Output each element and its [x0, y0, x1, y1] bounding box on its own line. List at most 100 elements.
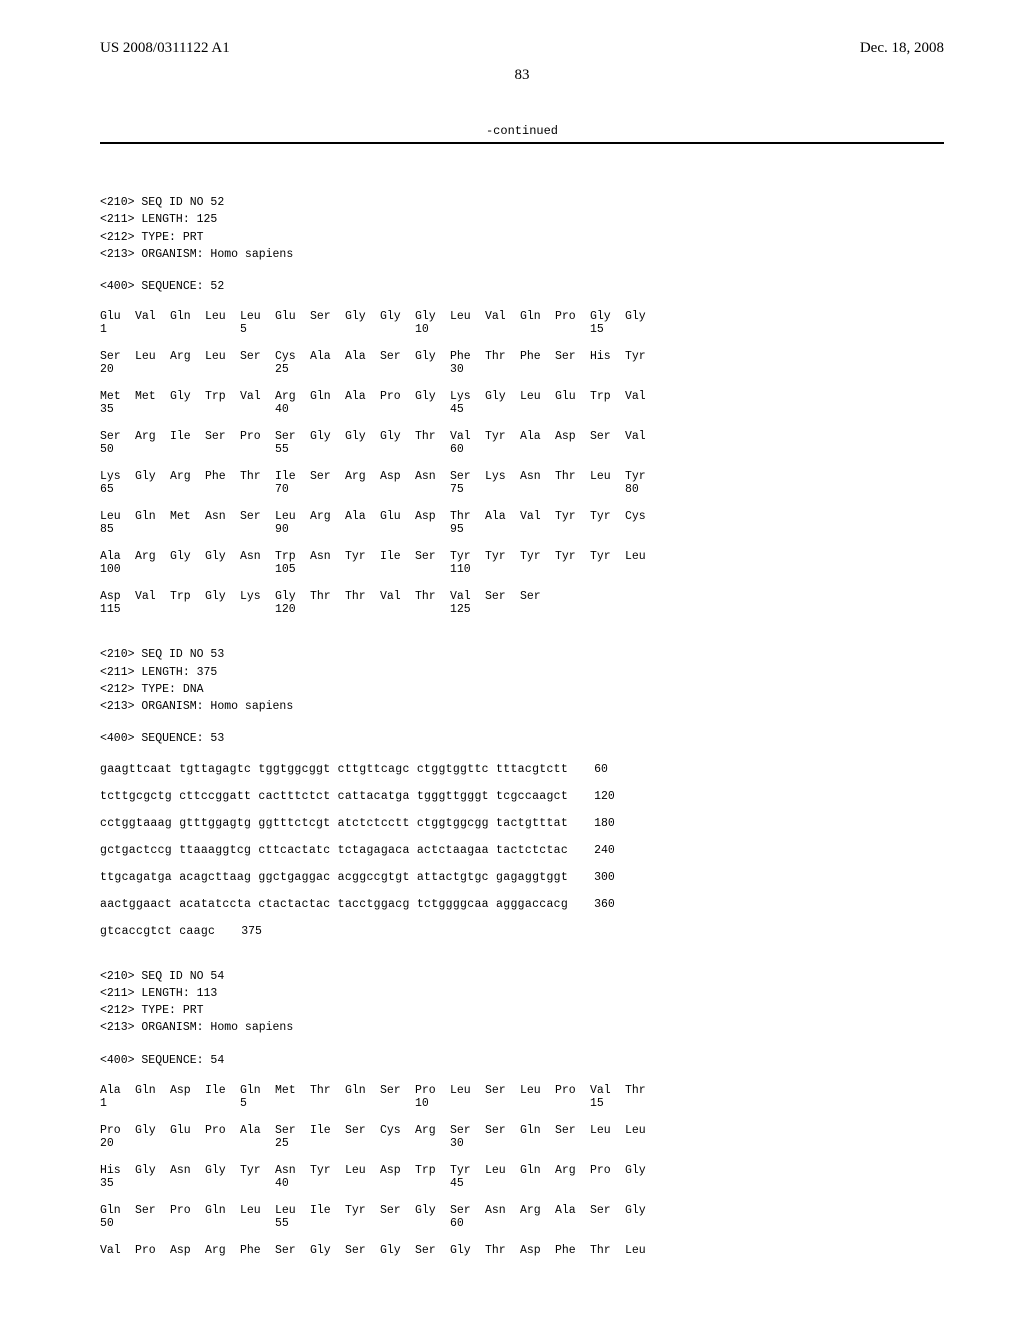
aa-row: AlaGlnAspIleGlnMetThrGlnSerProLeuSerLeuP… [100, 1084, 944, 1097]
aa-cell: Ser [450, 1124, 481, 1137]
aa-cell: Val [450, 430, 481, 443]
aa-cell: Cys [625, 510, 656, 523]
pos-row: 202530 [100, 363, 944, 376]
aa-cell [590, 590, 621, 603]
pos-cell [555, 563, 586, 576]
pos-cell [555, 523, 586, 536]
aa-cell: Leu [100, 510, 131, 523]
aa-cell: Glu [380, 510, 411, 523]
pos-cell [555, 363, 586, 376]
aa-cell: Thr [625, 1084, 656, 1097]
pos-cell: 1 [100, 1097, 131, 1110]
pos-cell: 70 [275, 483, 306, 496]
pos-cell [590, 1137, 621, 1150]
pos-cell: 10 [415, 1097, 446, 1110]
pos-cell [170, 563, 201, 576]
pos-cell [345, 363, 376, 376]
pos-cell [625, 603, 656, 616]
dna-seq: gaagttcaat tgttagagtc tggtggcggt cttgttc… [100, 763, 568, 776]
pos-cell [415, 1177, 446, 1190]
dna-seq: gtcaccgtct caagc [100, 925, 215, 938]
pos-cell [310, 563, 341, 576]
aa-cell: Val [240, 390, 271, 403]
pos-cell [170, 1217, 201, 1230]
pos-cell [310, 1097, 341, 1110]
aa-cell: Thr [310, 590, 341, 603]
aa-cell: Gly [485, 390, 516, 403]
pos-cell: 5 [240, 323, 271, 336]
aa-cell: Thr [485, 350, 516, 363]
pos-cell [240, 483, 271, 496]
aa-cell: Gly [590, 310, 621, 323]
pos-cell [310, 1137, 341, 1150]
pos-cell [310, 1217, 341, 1230]
aa-cell: His [100, 1164, 131, 1177]
aa-cell: Phe [450, 350, 481, 363]
pos-cell: 110 [450, 563, 481, 576]
pos-cell [205, 603, 236, 616]
dna-pos: 360 [594, 898, 615, 911]
aa-row: ProGlyGluProAlaSerIleSerCysArgSerSerGlnS… [100, 1124, 944, 1137]
pos-row: 100 105 110 [100, 563, 944, 576]
pos-cell [485, 443, 516, 456]
aa-cell: Thr [485, 1244, 516, 1257]
pos-cell [450, 1097, 481, 1110]
pos-cell [520, 1217, 551, 1230]
pos-cell [135, 483, 166, 496]
aa-cell: Gly [380, 310, 411, 323]
dna-row: tcttgcgctg cttccggatt cactttctct cattaca… [100, 790, 944, 803]
aa-row: SerArgIleSerProSerGlyGlyGlyThrValTyrAlaA… [100, 430, 944, 443]
aa-cell: Gln [135, 1084, 166, 1097]
pos-cell [205, 443, 236, 456]
aa-cell: Thr [415, 590, 446, 603]
aa-cell: Tyr [590, 550, 621, 563]
aa-cell: Leu [520, 1084, 551, 1097]
aa-cell: Ser [310, 470, 341, 483]
pos-cell [310, 323, 341, 336]
pos-cell [135, 523, 166, 536]
pos-row: 151015 [100, 1097, 944, 1110]
pos-cell [310, 523, 341, 536]
seq-header-52: <210> SEQ ID NO 52 <211> LENGTH: 125 <21… [100, 194, 944, 263]
pos-cell [450, 323, 481, 336]
aa-cell: Leu [240, 310, 271, 323]
aa-cell: Pro [205, 1124, 236, 1137]
aa-cell: Ser [415, 550, 446, 563]
aa-cell: Ser [275, 1244, 306, 1257]
pos-cell: 65 [100, 483, 131, 496]
pos-cell: 100 [100, 563, 131, 576]
aa-cell: Asp [380, 1164, 411, 1177]
aa-cell: Ser [240, 510, 271, 523]
aa-cell: Cys [380, 1124, 411, 1137]
aa-cell: Asn [170, 1164, 201, 1177]
pos-cell [205, 1137, 236, 1150]
aa-cell: Leu [625, 1244, 656, 1257]
aa-cell: Arg [310, 510, 341, 523]
aa-cell: Asp [415, 510, 446, 523]
pos-cell [345, 483, 376, 496]
aa-cell: Gly [205, 1164, 236, 1177]
pos-cell: 25 [275, 1137, 306, 1150]
dna-row: ttgcagatga acagcttaag ggctgaggac acggccg… [100, 871, 944, 884]
aa-cell: Phe [240, 1244, 271, 1257]
pos-cell [485, 563, 516, 576]
pos-cell [485, 523, 516, 536]
pos-cell [310, 483, 341, 496]
pos-cell: 105 [275, 563, 306, 576]
pos-cell [520, 1097, 551, 1110]
aa-cell: Leu [520, 390, 551, 403]
aa-cell: Asn [415, 470, 446, 483]
aa-row: HisGlyAsnGlyTyrAsnTyrLeuAspTrpTyrLeuGlnA… [100, 1164, 944, 1177]
pos-cell [380, 403, 411, 416]
pos-cell: 15 [590, 1097, 621, 1110]
aa-cell: Ser [380, 350, 411, 363]
aa-cell: Ser [205, 430, 236, 443]
aa-row: SerLeuArgLeuSerCysAlaAlaSerGlyPheThrPheS… [100, 350, 944, 363]
aa-cell: Val [520, 510, 551, 523]
aa-cell: Gly [415, 1204, 446, 1217]
aa-cell: Ser [450, 1204, 481, 1217]
aa-cell: Gly [205, 550, 236, 563]
pos-row: 202530 [100, 1137, 944, 1150]
aa-cell: Tyr [240, 1164, 271, 1177]
aa-cell: Gly [380, 430, 411, 443]
